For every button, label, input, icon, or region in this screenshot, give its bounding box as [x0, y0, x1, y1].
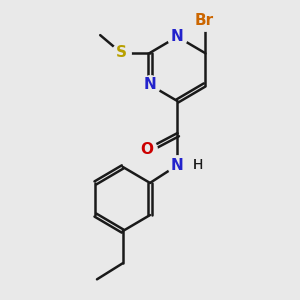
Text: N: N — [171, 158, 184, 173]
Text: H: H — [193, 158, 203, 172]
Text: N: N — [171, 29, 184, 44]
Text: Br: Br — [195, 13, 214, 28]
Text: S: S — [116, 45, 127, 60]
Text: O: O — [140, 142, 153, 157]
Text: H: H — [193, 158, 203, 172]
Text: N: N — [144, 77, 156, 92]
